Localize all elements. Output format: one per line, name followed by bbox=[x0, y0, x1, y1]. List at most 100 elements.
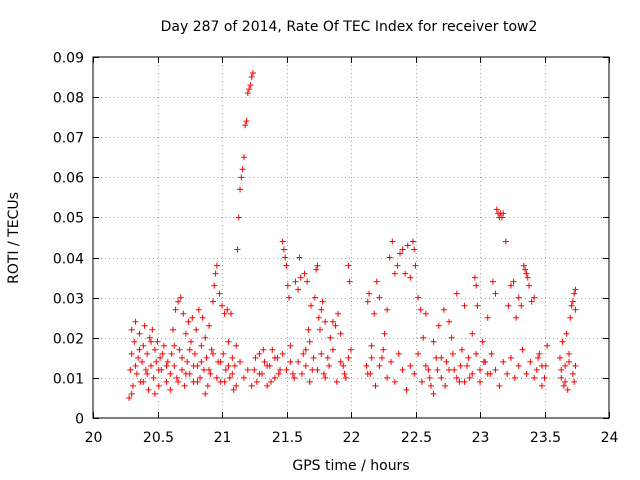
data-point bbox=[464, 362, 471, 369]
data-point bbox=[284, 282, 291, 289]
y-tick-label: 0.07 bbox=[53, 131, 84, 147]
data-point bbox=[176, 346, 183, 353]
data-point bbox=[333, 378, 340, 385]
data-point bbox=[279, 350, 286, 357]
data-point bbox=[342, 374, 349, 381]
data-point bbox=[198, 342, 205, 349]
data-point bbox=[150, 374, 157, 381]
data-point bbox=[300, 350, 307, 357]
data-point bbox=[368, 354, 375, 361]
data-point bbox=[211, 282, 218, 289]
data-point bbox=[415, 294, 422, 301]
data-point bbox=[373, 278, 380, 285]
data-point bbox=[157, 354, 164, 361]
data-point bbox=[320, 370, 327, 377]
data-point bbox=[426, 374, 433, 381]
data-point bbox=[473, 282, 480, 289]
data-point bbox=[308, 302, 315, 309]
data-point bbox=[403, 386, 410, 393]
data-point bbox=[404, 242, 411, 249]
data-point bbox=[520, 262, 527, 269]
data-point bbox=[283, 262, 290, 269]
data-point bbox=[466, 374, 473, 381]
data-point bbox=[239, 166, 246, 173]
data-point bbox=[511, 374, 518, 381]
data-point bbox=[524, 274, 531, 281]
data-point bbox=[225, 362, 232, 369]
data-point bbox=[346, 278, 353, 285]
data-point bbox=[465, 354, 472, 361]
data-point bbox=[568, 302, 575, 309]
axis-ticks bbox=[93, 57, 610, 419]
grid-lines bbox=[93, 57, 609, 418]
data-point bbox=[132, 318, 139, 325]
data-point bbox=[558, 366, 565, 373]
data-point bbox=[287, 358, 294, 365]
data-point bbox=[371, 310, 378, 317]
data-point bbox=[559, 338, 566, 345]
data-point bbox=[571, 290, 578, 297]
data-point bbox=[191, 350, 198, 357]
data-points bbox=[126, 70, 579, 401]
data-point bbox=[128, 350, 135, 357]
data-point bbox=[430, 390, 437, 397]
data-point bbox=[200, 366, 207, 373]
data-point bbox=[277, 366, 284, 373]
data-point bbox=[318, 306, 325, 313]
data-point bbox=[411, 370, 418, 377]
data-point bbox=[297, 274, 304, 281]
data-point bbox=[246, 86, 253, 93]
data-point bbox=[435, 322, 442, 329]
data-point bbox=[332, 322, 339, 329]
data-point bbox=[469, 330, 476, 337]
data-point bbox=[384, 306, 391, 313]
x-tick-labels: 20 20.5 21 21.5 22 22.5 23 23.5 24 bbox=[85, 430, 619, 446]
data-point bbox=[493, 206, 500, 213]
data-point bbox=[280, 246, 287, 253]
data-point bbox=[523, 370, 530, 377]
data-point bbox=[364, 298, 371, 305]
data-point bbox=[216, 290, 223, 297]
data-point bbox=[571, 378, 578, 385]
data-point bbox=[348, 346, 354, 353]
data-point bbox=[133, 370, 140, 377]
data-point bbox=[186, 346, 193, 353]
data-point bbox=[171, 362, 178, 369]
data-point bbox=[319, 298, 326, 305]
data-point bbox=[523, 270, 530, 277]
data-point bbox=[217, 358, 224, 365]
data-point bbox=[505, 302, 512, 309]
data-point bbox=[243, 118, 250, 125]
data-point bbox=[515, 294, 522, 301]
data-point bbox=[498, 214, 505, 221]
data-point bbox=[190, 362, 197, 369]
data-point bbox=[301, 270, 308, 277]
data-point bbox=[484, 370, 491, 377]
data-point bbox=[572, 362, 579, 369]
data-point bbox=[212, 270, 219, 277]
data-point bbox=[305, 326, 312, 333]
data-point bbox=[456, 378, 463, 385]
data-point bbox=[311, 294, 318, 301]
data-point bbox=[144, 350, 151, 357]
data-point bbox=[233, 342, 240, 349]
data-point bbox=[135, 354, 142, 361]
data-point bbox=[261, 358, 268, 365]
chart-title: Day 287 of 2014, Rate Of TEC Index for r… bbox=[161, 19, 538, 35]
data-point bbox=[471, 274, 478, 281]
data-point bbox=[302, 346, 309, 353]
data-point bbox=[564, 386, 571, 393]
data-point bbox=[425, 366, 432, 373]
data-point bbox=[256, 350, 263, 357]
data-point bbox=[386, 254, 393, 261]
data-point bbox=[209, 350, 216, 357]
data-point bbox=[407, 274, 414, 281]
data-point bbox=[304, 278, 311, 285]
data-point bbox=[251, 366, 258, 373]
data-point bbox=[127, 366, 134, 373]
x-tick-label: 24 bbox=[601, 430, 619, 446]
data-point bbox=[376, 294, 383, 301]
data-point bbox=[515, 362, 522, 369]
data-point bbox=[335, 310, 342, 317]
y-tick-label: 0.03 bbox=[53, 292, 84, 308]
